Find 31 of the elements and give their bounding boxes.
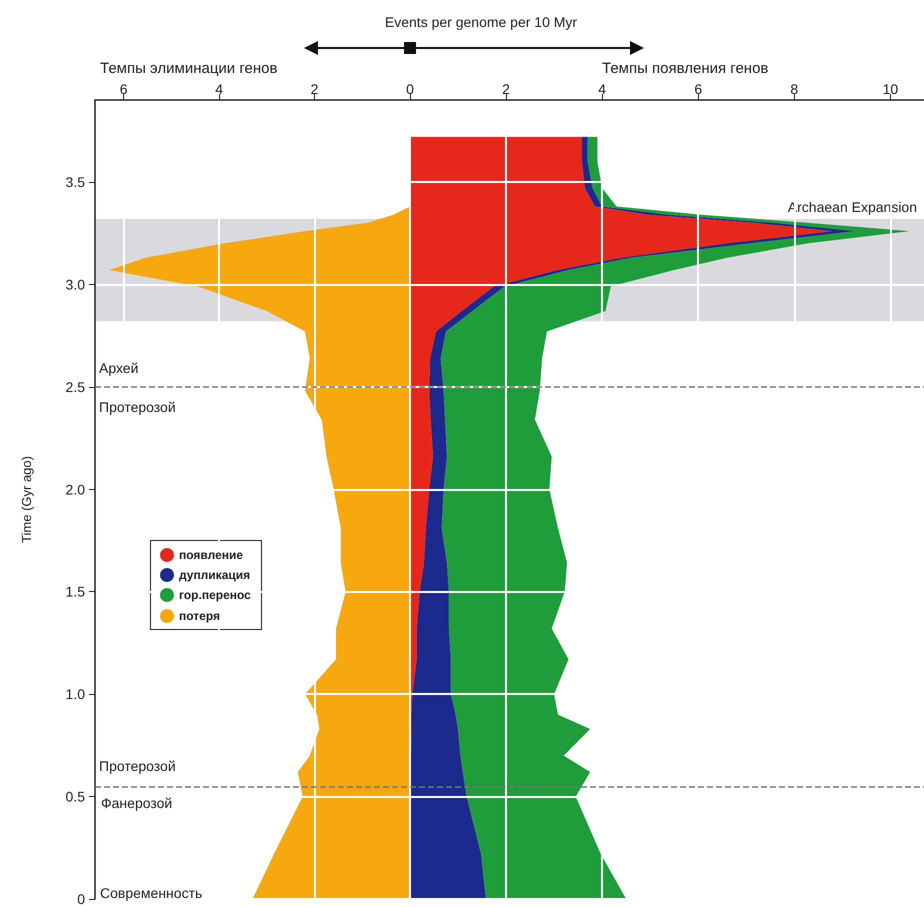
annotation: Протерозой	[99, 758, 176, 774]
y-tick-label: 3.0	[66, 276, 86, 292]
y-tick-label: 2.5	[66, 378, 86, 395]
x-tick-label: 6	[120, 81, 128, 97]
x-tick-label: 4	[215, 81, 224, 97]
annotation: Фанерозой	[101, 795, 172, 811]
y-tick-label: 3.5	[66, 174, 86, 190]
annotation: Современность	[100, 885, 202, 901]
text: Темпы появления генов	[602, 60, 768, 77]
x-tick-label: 10	[882, 81, 898, 97]
x-tick-label: 2	[502, 81, 510, 97]
legend-label: появление	[179, 548, 244, 562]
legend-label: потеря	[179, 609, 220, 623]
y-tick-label: 0.5	[66, 788, 86, 805]
legend-label: гор.перенос	[179, 588, 252, 602]
text: Темпы элиминации генов	[100, 60, 278, 77]
x-tick-label: 6	[694, 81, 702, 97]
chart-title: Events per genome per 10 Myr	[384, 14, 578, 30]
x-tick-label: 0	[406, 81, 414, 97]
x-tick-label: 4	[598, 81, 606, 97]
y-tick-label: 0	[77, 891, 86, 907]
y-tick-label: 1.5	[66, 584, 86, 600]
x-tick-label: 2	[310, 81, 319, 97]
annotation: Протерозой	[99, 399, 176, 415]
band-label: Archaean Expansion	[788, 198, 917, 215]
legend-label: дупликация	[179, 568, 250, 582]
annotation: Архей	[99, 360, 138, 376]
y-tick-label: 1.0	[66, 686, 86, 702]
y-axis-title: Time (Gyr ago)	[19, 456, 34, 543]
y-tick-label: 2.0	[66, 481, 86, 498]
x-tick-label: 8	[790, 81, 798, 97]
